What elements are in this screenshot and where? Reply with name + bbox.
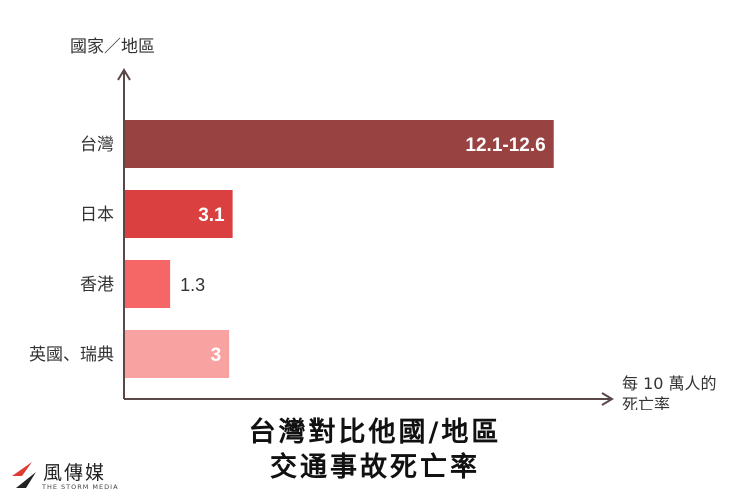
bar-chart: 國家／地區 每 10 萬人的 死亡率 台灣 12.1-12.6 日本 3.1 香港 1.3…	[29, 37, 717, 410]
category-label: 台灣	[80, 135, 114, 155]
bar	[125, 330, 230, 378]
y-axis-arrow	[117, 68, 131, 81]
value-label: 1.3	[180, 275, 205, 295]
chart-title-line-2: 交通事故死亡率	[270, 452, 480, 483]
logo-name: 風傳媒	[43, 462, 107, 484]
x-axis-arrow	[601, 392, 614, 406]
category-label: 英國、瑞典	[29, 345, 114, 365]
bar	[125, 190, 233, 238]
bar	[125, 120, 554, 168]
chart-title-line-1: 台灣對比他國/地區	[248, 417, 502, 448]
y-axis-label: 國家／地區	[70, 37, 155, 57]
bar	[125, 260, 171, 308]
category-label: 日本	[80, 205, 114, 225]
x-axis-label-line-1: 每 10 萬人的	[622, 374, 717, 393]
logo-tagline: THE STORM MEDIA	[42, 483, 119, 491]
storm-media-logo-icon	[12, 462, 36, 488]
value-label: 3.1	[198, 205, 225, 226]
category-label: 香港	[80, 275, 114, 295]
value-label: 12.1-12.6	[465, 135, 545, 156]
axes	[117, 68, 614, 406]
bars: 台灣 12.1-12.6 日本 3.1 香港 1.3 英國、瑞典 3	[29, 120, 554, 378]
x-axis-label-line-2: 死亡率	[622, 395, 670, 410]
value-label: 3	[211, 345, 222, 366]
storm-media-logo: 風傳媒 THE STORM MEDIA	[8, 458, 128, 494]
